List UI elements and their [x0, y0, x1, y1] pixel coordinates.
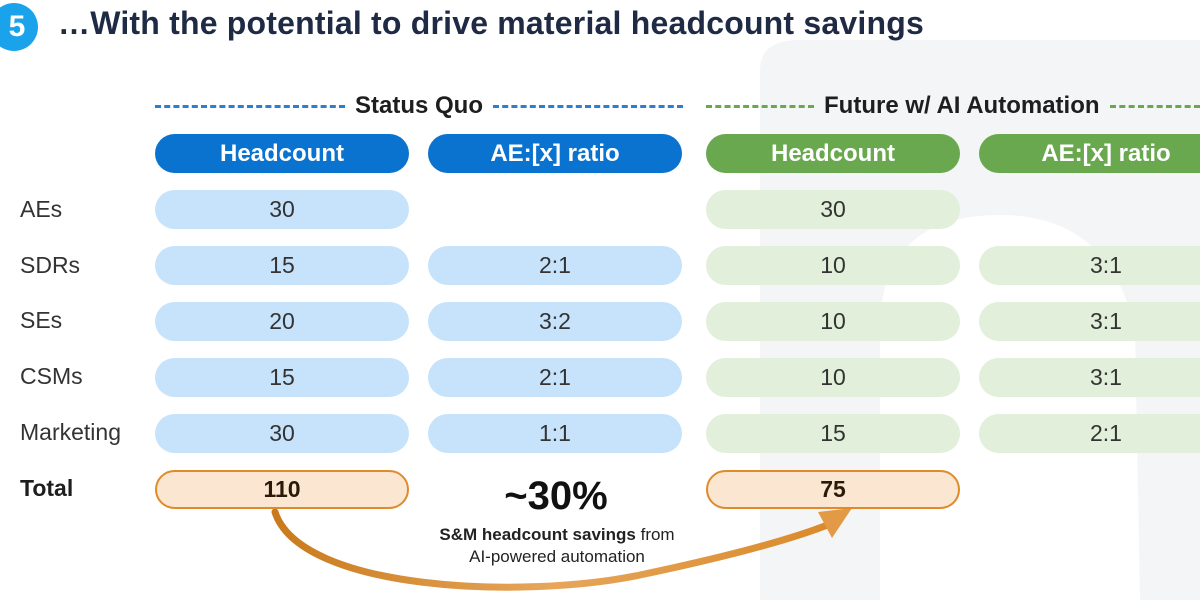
dashed-divider [493, 104, 684, 108]
cell-sq-headcount: 20 [155, 302, 409, 341]
cell-future-ratio: 3:1 [979, 358, 1200, 397]
savings-percent: ~30% [504, 474, 608, 518]
step-number-badge: 5 [0, 3, 38, 51]
cell-future-headcount: 10 [706, 302, 960, 341]
cell-sq-ratio: 1:1 [428, 414, 682, 453]
page-title: …With the potential to drive material he… [58, 5, 924, 41]
cell-sq-ratio: 2:1 [428, 246, 682, 285]
dashed-divider [706, 104, 814, 108]
dashed-divider [155, 104, 345, 108]
cell-future-headcount: 10 [706, 246, 960, 285]
row-label-sdrs: SDRs [20, 252, 81, 278]
row-label-marketing: Marketing [20, 419, 121, 445]
savings-desc-bold: S&M headcount savings [439, 525, 636, 544]
arrow-head-icon [818, 508, 852, 538]
savings-desc-line2: AI-powered automation [469, 547, 645, 566]
cell-future-headcount: 15 [706, 414, 960, 453]
section-label: Future w/ AI Automation [824, 92, 1100, 119]
cell-future-headcount: 30 [706, 190, 960, 229]
row-label-ses: SEs [20, 307, 63, 333]
cell-future-ratio: 2:1 [979, 414, 1200, 453]
column-header-future-ratio: AE:[x] ratio [979, 134, 1200, 173]
cell-future-ratio: 3:1 [979, 246, 1200, 285]
column-header-sq-ratio: AE:[x] ratio [428, 134, 682, 173]
total-future-headcount: 75 [706, 470, 960, 509]
row-label-csms: CSMs [20, 363, 83, 389]
row-label-total: Total [20, 475, 74, 501]
row-label-aes: AEs [20, 196, 63, 222]
total-sq-headcount: 110 [155, 470, 409, 509]
column-header-future-headcount: Headcount [706, 134, 960, 173]
cell-sq-headcount: 30 [155, 190, 409, 229]
section-label: Status Quo [355, 92, 484, 119]
cell-future-headcount: 10 [706, 358, 960, 397]
savings-description: S&M headcount savings from AI-powered au… [412, 524, 702, 568]
column-header-sq-headcount: Headcount [155, 134, 409, 173]
cell-sq-headcount: 15 [155, 246, 409, 285]
section-header-future: Future w/ AI Automation [706, 92, 1200, 120]
cell-sq-headcount: 15 [155, 358, 409, 397]
cell-sq-headcount: 30 [155, 414, 409, 453]
dashed-divider [1109, 104, 1200, 108]
cell-sq-ratio: 2:1 [428, 358, 682, 397]
cell-sq-ratio: 3:2 [428, 302, 682, 341]
savings-desc-rest: from [635, 525, 675, 544]
cell-future-ratio: 3:1 [979, 302, 1200, 341]
section-header-status-quo: Status Quo [155, 92, 684, 120]
